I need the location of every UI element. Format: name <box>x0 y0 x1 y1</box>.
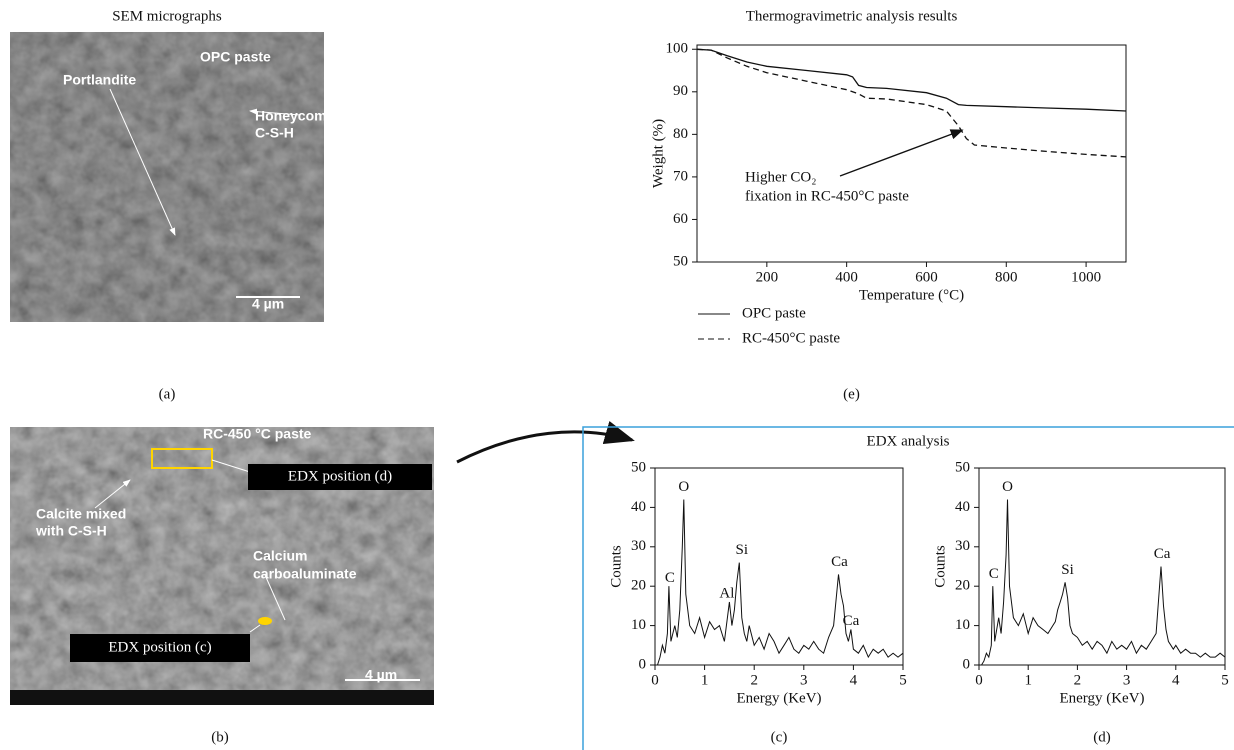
y-tick-label: 80 <box>673 126 688 142</box>
caption: (a) <box>159 386 176 402</box>
plot-frame <box>978 467 1226 666</box>
peak-label: Si <box>1061 562 1074 578</box>
sem-label: RC-450 °C paste <box>203 426 312 442</box>
edx-position-label: EDX position (c) <box>108 639 211 655</box>
x-tick-label: 4 <box>1172 672 1180 688</box>
sem-label: carboaluminate <box>253 566 357 582</box>
data-line <box>696 48 1127 112</box>
data-line <box>657 499 904 666</box>
sem-title: SEM micrographs <box>112 8 222 24</box>
x-tick-label: 600 <box>915 269 938 285</box>
x-tick-label: 2 <box>1074 672 1082 688</box>
y-tick-label: 50 <box>631 459 646 475</box>
sem-label: Calcium <box>253 548 307 564</box>
caption: (e) <box>843 386 860 402</box>
y-tick-label: 20 <box>631 578 646 594</box>
y-tick-label: 60 <box>673 211 688 227</box>
sem-label: with C-S-H <box>35 523 107 539</box>
sem-image-b <box>10 427 434 705</box>
y-tick-label: 0 <box>963 656 971 672</box>
plot-frame <box>696 44 1127 263</box>
y-tick-label: 10 <box>955 617 970 633</box>
caption: (d) <box>1093 729 1111 745</box>
x-tick-label: 3 <box>1123 672 1131 688</box>
peak-label: Ca <box>1154 546 1171 562</box>
peak-label: Si <box>736 542 749 558</box>
y-axis-label: Counts <box>932 545 948 588</box>
y-tick-label: 70 <box>673 168 688 184</box>
y-tick-label: 100 <box>666 41 689 57</box>
peak-label: O <box>678 479 689 495</box>
connector-arrow <box>456 420 635 464</box>
x-axis-label: Energy (KeV) <box>1059 690 1144 706</box>
y-tick-label: 40 <box>955 499 970 515</box>
sem-image-a <box>10 32 430 322</box>
peak-label: Ca <box>831 554 848 570</box>
sem-label: Honeycomb <box>255 108 335 124</box>
scale-bar-label: 4 µm <box>365 667 397 683</box>
x-tick-label: 800 <box>995 269 1018 285</box>
legend-label: OPC paste <box>742 305 806 321</box>
x-axis-label: Energy (KeV) <box>736 690 821 706</box>
data-line <box>981 499 1226 666</box>
annotation: Higher CO₂ <box>745 169 816 185</box>
x-tick-label: 2 <box>750 672 758 688</box>
legend-label: RC-450°C paste <box>742 330 840 346</box>
scale-bar-label: 4 µm <box>252 296 284 312</box>
x-tick-label: 5 <box>899 672 907 688</box>
x-tick-label: 3 <box>800 672 808 688</box>
peak-label: Ca <box>843 613 860 629</box>
y-tick-label: 20 <box>955 578 970 594</box>
sem-label: Calcite mixed <box>36 506 126 522</box>
y-tick-label: 50 <box>955 459 970 475</box>
y-tick-label: 50 <box>673 253 688 269</box>
sem-label: OPC paste <box>200 49 271 65</box>
x-tick-label: 200 <box>756 269 779 285</box>
sem-label: Ettringite <box>384 213 446 229</box>
x-axis-label: Temperature (°C) <box>859 287 964 303</box>
data-line <box>696 48 1127 158</box>
peak-label: Al <box>719 586 734 602</box>
peak-label: C <box>665 570 675 586</box>
plot-frame <box>654 467 904 666</box>
y-axis-label: Counts <box>608 545 624 588</box>
x-tick-label: 0 <box>651 672 659 688</box>
sem-label: Portlandite <box>63 72 136 88</box>
x-tick-label: 1 <box>701 672 709 688</box>
y-tick-label: 90 <box>673 83 688 99</box>
edx-frame <box>582 426 1234 750</box>
y-tick-label: 40 <box>631 499 646 515</box>
y-axis-label: Weight (%) <box>650 119 666 188</box>
x-tick-label: 0 <box>975 672 983 688</box>
edx-position-label: EDX position (d) <box>288 468 392 484</box>
annotation: fixation in RC-450°C paste <box>745 188 909 204</box>
x-tick-label: 5 <box>1221 672 1229 688</box>
annotation-arrow <box>839 129 964 177</box>
x-tick-label: 400 <box>835 269 858 285</box>
x-tick-label: 1000 <box>1071 269 1101 285</box>
y-tick-label: 0 <box>639 656 647 672</box>
peak-label: O <box>1002 479 1013 495</box>
x-tick-label: 1 <box>1024 672 1032 688</box>
x-tick-label: 4 <box>850 672 858 688</box>
y-tick-label: 10 <box>631 617 646 633</box>
caption: (b) <box>211 729 229 745</box>
y-tick-label: 30 <box>955 538 970 554</box>
peak-label: C <box>989 566 999 582</box>
edx-title: EDX analysis <box>867 433 950 449</box>
chart-title: Thermogravimetric analysis results <box>746 8 958 24</box>
caption: (c) <box>771 729 788 745</box>
y-tick-label: 30 <box>631 538 646 554</box>
sem-label: C-S-H <box>255 125 294 141</box>
